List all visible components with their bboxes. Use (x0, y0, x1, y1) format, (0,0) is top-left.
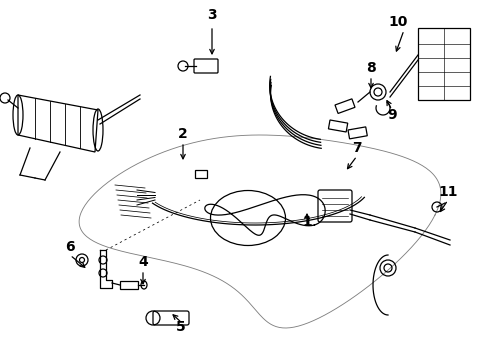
Text: 3: 3 (207, 8, 217, 22)
Bar (335, 99, 355, 113)
Text: 7: 7 (352, 141, 362, 155)
Text: 10: 10 (388, 15, 408, 29)
Bar (418, 28, 470, 100)
Text: 11: 11 (438, 185, 458, 199)
Bar (195, 170, 207, 178)
Text: 1: 1 (302, 215, 312, 229)
Text: 6: 6 (65, 240, 75, 254)
Bar (120, 281, 138, 289)
Text: 2: 2 (178, 127, 188, 141)
Text: 8: 8 (366, 61, 376, 75)
Text: 4: 4 (138, 255, 148, 269)
Text: 5: 5 (176, 320, 186, 334)
Bar (348, 127, 368, 139)
Bar (328, 120, 348, 132)
Text: 9: 9 (387, 108, 397, 122)
